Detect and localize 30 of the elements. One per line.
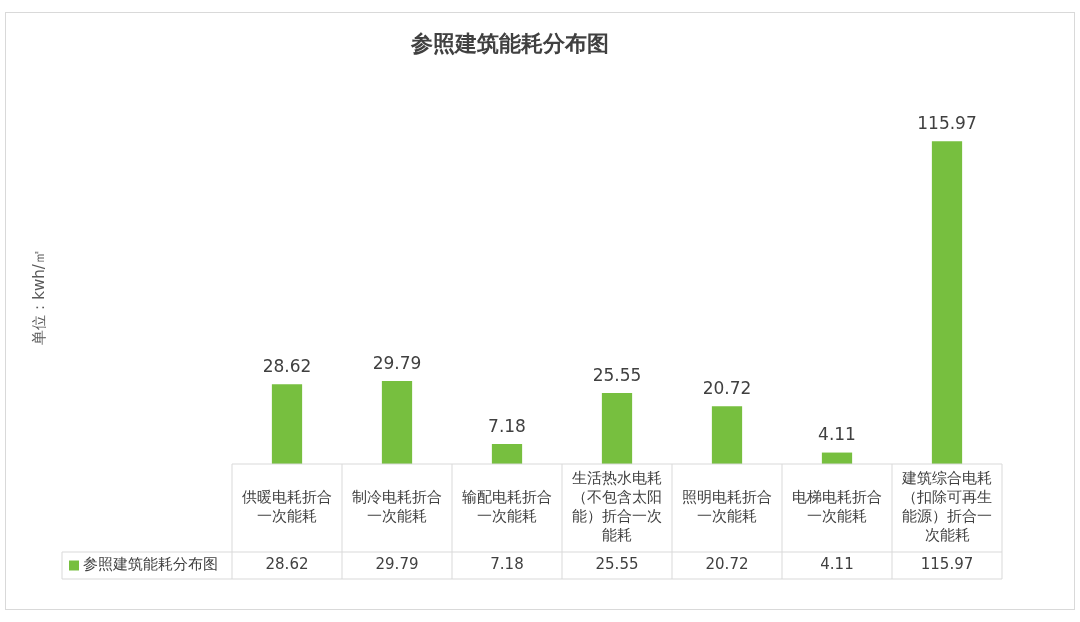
data-label: 20.72 <box>705 555 749 574</box>
legend-label: 参照建筑能耗分布图 <box>83 555 218 574</box>
x-tick-label: 电梯电耗折合一次能耗 <box>792 488 882 526</box>
annotation: 4.11 <box>818 424 856 445</box>
bar <box>601 392 633 464</box>
x-tick-label: 制冷电耗折合一次能耗 <box>352 488 442 526</box>
annotation: 28.62 <box>262 356 312 377</box>
chart-title: 参照建筑能耗分布图 <box>410 30 609 56</box>
x-tick-label: 照明电耗折合一次能耗 <box>682 488 772 526</box>
annotation: 115.97 <box>917 113 977 134</box>
text: 单位：kwh/㎡ <box>29 249 48 345</box>
bar <box>711 406 743 464</box>
x-tick-label: 供暖电耗折合一次能耗 <box>242 488 332 526</box>
data-label: 25.55 <box>595 555 639 574</box>
x-tick-label: 输配电耗折合一次能耗 <box>462 488 552 526</box>
annotation: 25.55 <box>592 364 642 385</box>
data-label: 28.62 <box>265 555 309 574</box>
bar <box>931 141 963 464</box>
annotation: 20.72 <box>702 378 752 399</box>
data-label: 4.11 <box>820 555 854 574</box>
bar <box>381 381 413 464</box>
data-label: 115.97 <box>920 555 974 574</box>
x-tick-label: 生活热水电耗（不包含太阳能）折合一次能耗 <box>572 469 662 545</box>
data-label: 29.79 <box>375 555 419 574</box>
annotation: 7.18 <box>488 415 526 436</box>
bar <box>271 384 303 464</box>
data-label: 7.18 <box>490 555 524 574</box>
bar <box>491 444 523 464</box>
annotation: 29.79 <box>372 353 422 374</box>
x-tick-label: 建筑综合电耗（扣除可再生能源）折合一次能耗 <box>901 469 992 545</box>
